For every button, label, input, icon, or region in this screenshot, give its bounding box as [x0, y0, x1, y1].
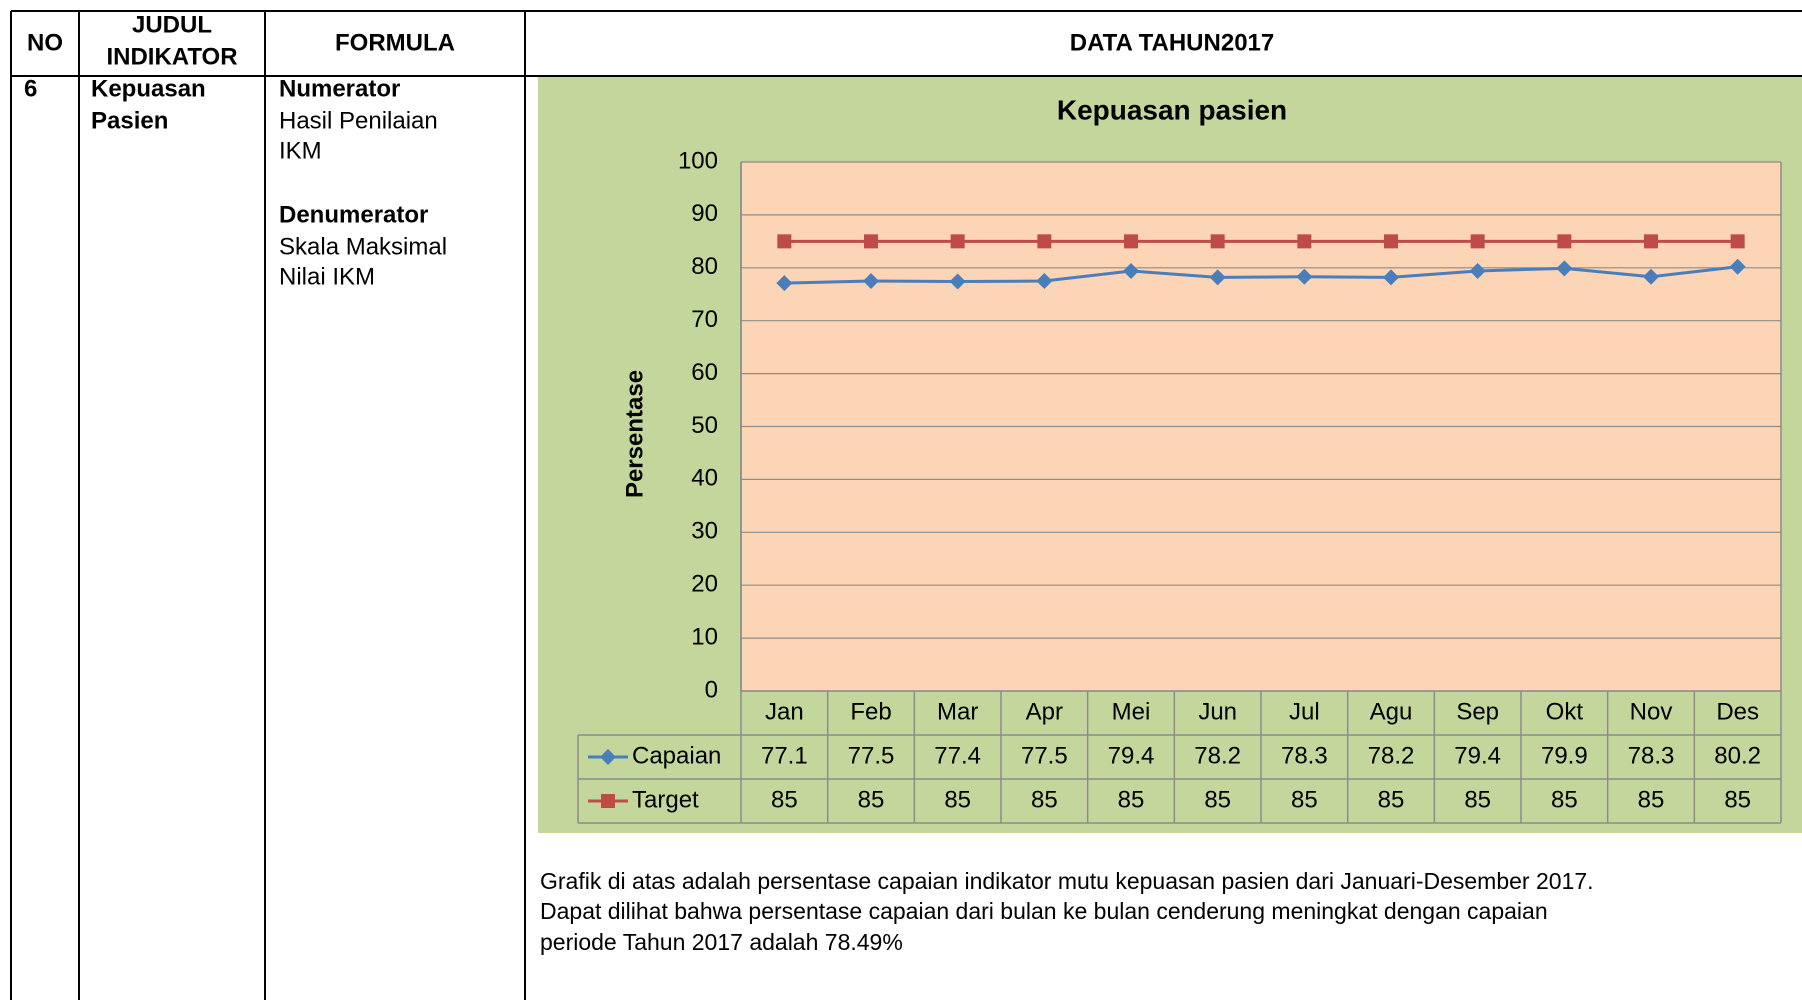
- marker: [1036, 273, 1053, 290]
- x-tick-label: Nov: [1630, 698, 1673, 725]
- series-line: [784, 265, 1738, 285]
- marker: [1644, 234, 1658, 249]
- table-lines: [10, 10, 1802, 1000]
- y-tick-label: 100: [678, 147, 718, 174]
- y-tick-label: 80: [691, 253, 718, 280]
- numerator-label: Numerator: [279, 75, 400, 102]
- data-table-value: 79.9: [1541, 742, 1588, 769]
- header-judul: JUDUL: [132, 11, 212, 38]
- y-tick-label: 70: [691, 306, 718, 333]
- marker: [601, 794, 615, 808]
- y-tick-label: 60: [691, 359, 718, 386]
- numerator-text: IKM: [279, 137, 322, 164]
- caption-line: Grafik di atas adalah persentase capaian…: [540, 868, 1594, 894]
- header-no: NO: [27, 29, 63, 56]
- marker: [777, 234, 792, 249]
- x-tick-label: Des: [1716, 698, 1759, 725]
- marker: [1557, 234, 1572, 249]
- marker: [1210, 234, 1225, 249]
- numerator-text: Hasil Penilaian: [279, 107, 438, 134]
- data-table-value: 85: [1031, 786, 1058, 813]
- x-tick-label: Feb: [850, 698, 891, 725]
- marker: [1037, 234, 1052, 249]
- denumerator-label: Denumerator: [279, 201, 428, 228]
- y-axis-label: Persentase: [621, 370, 648, 498]
- header-judul: INDIKATOR: [106, 43, 237, 70]
- caption-line: Dapat dilihat bahwa persentase capaian d…: [540, 898, 1548, 924]
- denumerator-text: Skala Maksimal: [279, 233, 447, 260]
- data-table-value: 85: [1638, 786, 1665, 813]
- chart-title: Kepuasan pasien: [1057, 94, 1287, 125]
- data-table-value: 85: [858, 786, 885, 813]
- data-table-value: 77.5: [1021, 742, 1068, 769]
- header-data: DATA TAHUN2017: [1070, 29, 1274, 56]
- data-table-value: 77.5: [848, 742, 895, 769]
- marker: [776, 275, 793, 292]
- marker: [1384, 234, 1398, 249]
- marker: [1643, 268, 1659, 285]
- marker: [1469, 262, 1486, 279]
- marker: [863, 273, 879, 290]
- data-table-value: 85: [1724, 786, 1751, 813]
- marker: [1296, 268, 1313, 285]
- data-table-value: 79.4: [1108, 742, 1155, 769]
- y-tick-label: 20: [691, 571, 718, 598]
- marker: [600, 749, 616, 765]
- y-tick-label: 90: [691, 200, 718, 227]
- data-table-value: 85: [1378, 786, 1405, 813]
- marker: [1729, 258, 1746, 275]
- data-table-value: 78.3: [1281, 742, 1328, 769]
- y-tick-label: 30: [691, 518, 718, 545]
- x-tick-label: Sep: [1456, 698, 1499, 725]
- data-table-value: 79.4: [1454, 742, 1501, 769]
- data-table-value: 78.3: [1628, 742, 1675, 769]
- x-tick-label: Agu: [1370, 698, 1413, 725]
- data-table-value: 85: [944, 786, 971, 813]
- y-tick-label: 50: [691, 412, 718, 439]
- marker: [1209, 269, 1226, 286]
- data-table-value: 85: [1291, 786, 1318, 813]
- marker: [864, 234, 878, 249]
- marker: [1470, 234, 1485, 249]
- data-table-value: 85: [1204, 786, 1231, 813]
- legend-label: Capaian: [632, 742, 721, 769]
- caption-line: periode Tahun 2017 adalah 78.49%: [540, 929, 903, 955]
- x-tick-label: Mar: [937, 698, 978, 725]
- data-table-value: 85: [1118, 786, 1145, 813]
- x-tick-label: Jan: [765, 698, 804, 725]
- data-table-value: 85: [771, 786, 798, 813]
- legend-label: Target: [632, 786, 699, 813]
- data-table-value: 78.2: [1194, 742, 1241, 769]
- marker: [1730, 234, 1745, 249]
- y-tick-label: 0: [705, 676, 718, 703]
- x-tick-label: Jun: [1198, 698, 1237, 725]
- row-judul: Kepuasan: [91, 75, 206, 102]
- header-formula: FORMULA: [335, 29, 455, 56]
- y-tick-label: 40: [691, 465, 718, 492]
- data-table-value: 78.2: [1368, 742, 1415, 769]
- data-table-value: 80.2: [1714, 742, 1761, 769]
- x-tick-label: Mei: [1112, 698, 1151, 725]
- marker: [1123, 262, 1139, 279]
- y-tick-label: 10: [691, 623, 718, 650]
- data-table-value: 85: [1464, 786, 1491, 813]
- marker: [1297, 234, 1312, 249]
- denumerator-text: Nilai IKM: [279, 263, 375, 290]
- data-table-value: 85: [1551, 786, 1578, 813]
- marker: [950, 234, 965, 249]
- data-table-value: 77.1: [761, 742, 808, 769]
- marker: [1383, 269, 1399, 286]
- marker: [1124, 234, 1138, 249]
- x-tick-label: Okt: [1546, 698, 1584, 725]
- marker: [1556, 260, 1573, 277]
- marker: [949, 273, 966, 290]
- x-tick-label: Jul: [1289, 698, 1320, 725]
- x-tick-label: Apr: [1026, 698, 1063, 725]
- row-judul: Pasien: [91, 107, 168, 134]
- data-table-value: 77.4: [934, 742, 981, 769]
- row-no: 6: [24, 75, 37, 102]
